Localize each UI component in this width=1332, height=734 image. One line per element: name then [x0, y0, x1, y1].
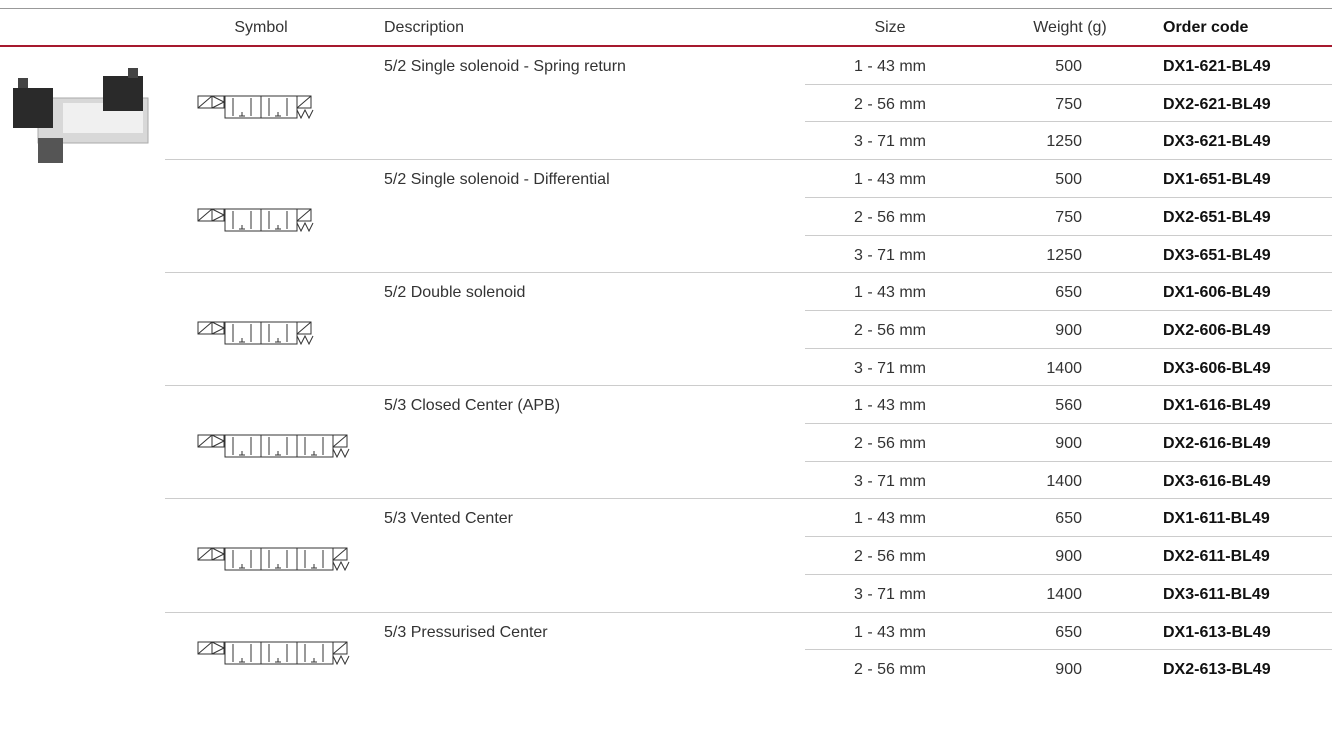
row-rule — [805, 347, 1332, 349]
size: 2 - 56 mm — [853, 208, 927, 226]
row-rule — [805, 83, 1332, 85]
description: 5/2 Single solenoid - Spring return — [384, 58, 626, 75]
description: 5/3 Pressurised Center — [384, 623, 548, 641]
size: 1 - 43 mm — [853, 171, 927, 189]
size: 2 - 56 mm — [853, 435, 927, 452]
description: 5/2 Single solenoid - Differential — [384, 171, 610, 189]
order-code: DX2-611-BL49 — [1163, 548, 1270, 566]
row-rule — [805, 536, 1332, 538]
weight: 650 — [1055, 284, 1082, 302]
row-rule — [805, 196, 1332, 198]
size: 3 - 71 mm — [853, 472, 927, 490]
size: 2 - 56 mm — [853, 321, 927, 339]
order-code: DX1-616-BL49 — [1163, 397, 1271, 415]
valve-symbol — [197, 434, 350, 458]
weight: 500 — [1055, 171, 1082, 189]
size: 3 - 71 mm — [853, 246, 927, 264]
size: 2 - 56 mm — [853, 548, 927, 566]
order-code: DX3-651-BL49 — [1163, 246, 1271, 264]
size: 1 - 43 mm — [853, 284, 927, 302]
size: 1 - 43 mm — [853, 58, 927, 75]
size: 1 - 43 mm — [853, 623, 927, 641]
group-rule — [165, 385, 1332, 387]
order-code: DX3-611-BL49 — [1163, 585, 1270, 603]
row-rule — [805, 309, 1332, 311]
row-rule — [805, 573, 1332, 575]
top-rule — [0, 8, 1332, 9]
weight: 1400 — [1046, 585, 1082, 603]
weight: 650 — [1055, 623, 1082, 641]
order-code: DX2-651-BL49 — [1163, 208, 1271, 226]
group-rule — [165, 611, 1332, 613]
weight: 900 — [1055, 661, 1082, 679]
weight: 900 — [1055, 435, 1082, 452]
order-code: DX1-611-BL49 — [1163, 510, 1270, 528]
order-code: DX3-616-BL49 — [1163, 472, 1271, 490]
order-code: DX2-616-BL49 — [1163, 435, 1271, 452]
group-rule — [165, 272, 1332, 274]
valve-symbol — [197, 641, 350, 666]
weight: 560 — [1055, 397, 1082, 415]
valve-symbol — [197, 547, 350, 572]
size: 1 - 43 mm — [853, 397, 927, 415]
size: 3 - 71 mm — [853, 585, 927, 603]
order-code: DX3-606-BL49 — [1163, 359, 1271, 377]
order-code: DX1-621-BL49 — [1163, 58, 1271, 75]
row-rule — [805, 234, 1332, 236]
header-cell: Description — [384, 19, 465, 36]
valve-symbol — [197, 321, 314, 345]
order-code: DX2-606-BL49 — [1163, 321, 1271, 339]
size: 2 - 56 mm — [853, 661, 927, 679]
weight: 500 — [1055, 58, 1082, 75]
size: 3 - 71 mm — [853, 359, 927, 377]
header-cell: Order code — [1163, 19, 1249, 36]
weight: 1400 — [1046, 472, 1082, 490]
group-rule — [165, 498, 1332, 500]
row-rule — [805, 423, 1332, 424]
order-code: DX3-621-BL49 — [1163, 133, 1271, 151]
row-rule — [805, 121, 1332, 123]
weight: 750 — [1055, 208, 1082, 226]
group-rule — [165, 159, 1332, 161]
header-rule — [0, 45, 1332, 47]
weight: 650 — [1055, 510, 1082, 528]
valve-symbol — [197, 95, 314, 119]
header-cell: Size — [874, 19, 906, 36]
description: 5/3 Closed Center (APB) — [384, 397, 561, 415]
valve-symbol — [197, 208, 314, 232]
weight: 900 — [1055, 321, 1082, 339]
size: 1 - 43 mm — [853, 510, 927, 528]
row-rule — [805, 460, 1332, 462]
order-code: DX1-613-BL49 — [1163, 623, 1271, 641]
size: 2 - 56 mm — [853, 95, 927, 113]
row-rule — [805, 649, 1332, 651]
weight: 750 — [1055, 95, 1082, 113]
weight: 1250 — [1046, 133, 1082, 151]
size: 3 - 71 mm — [853, 133, 927, 151]
order-code: DX2-613-BL49 — [1163, 661, 1271, 679]
header-cell: Symbol — [234, 19, 288, 36]
weight: 900 — [1055, 548, 1082, 566]
weight: 1250 — [1046, 246, 1082, 264]
weight: 1400 — [1046, 359, 1082, 377]
order-code: DX2-621-BL49 — [1163, 95, 1271, 113]
description: 5/3 Vented Center — [384, 510, 513, 528]
header-cell: Weight (g) — [1033, 19, 1107, 36]
order-code: DX1-606-BL49 — [1163, 284, 1271, 302]
description: 5/2 Double solenoid — [384, 284, 526, 302]
product-image — [13, 68, 149, 163]
order-code: DX1-651-BL49 — [1163, 171, 1271, 189]
